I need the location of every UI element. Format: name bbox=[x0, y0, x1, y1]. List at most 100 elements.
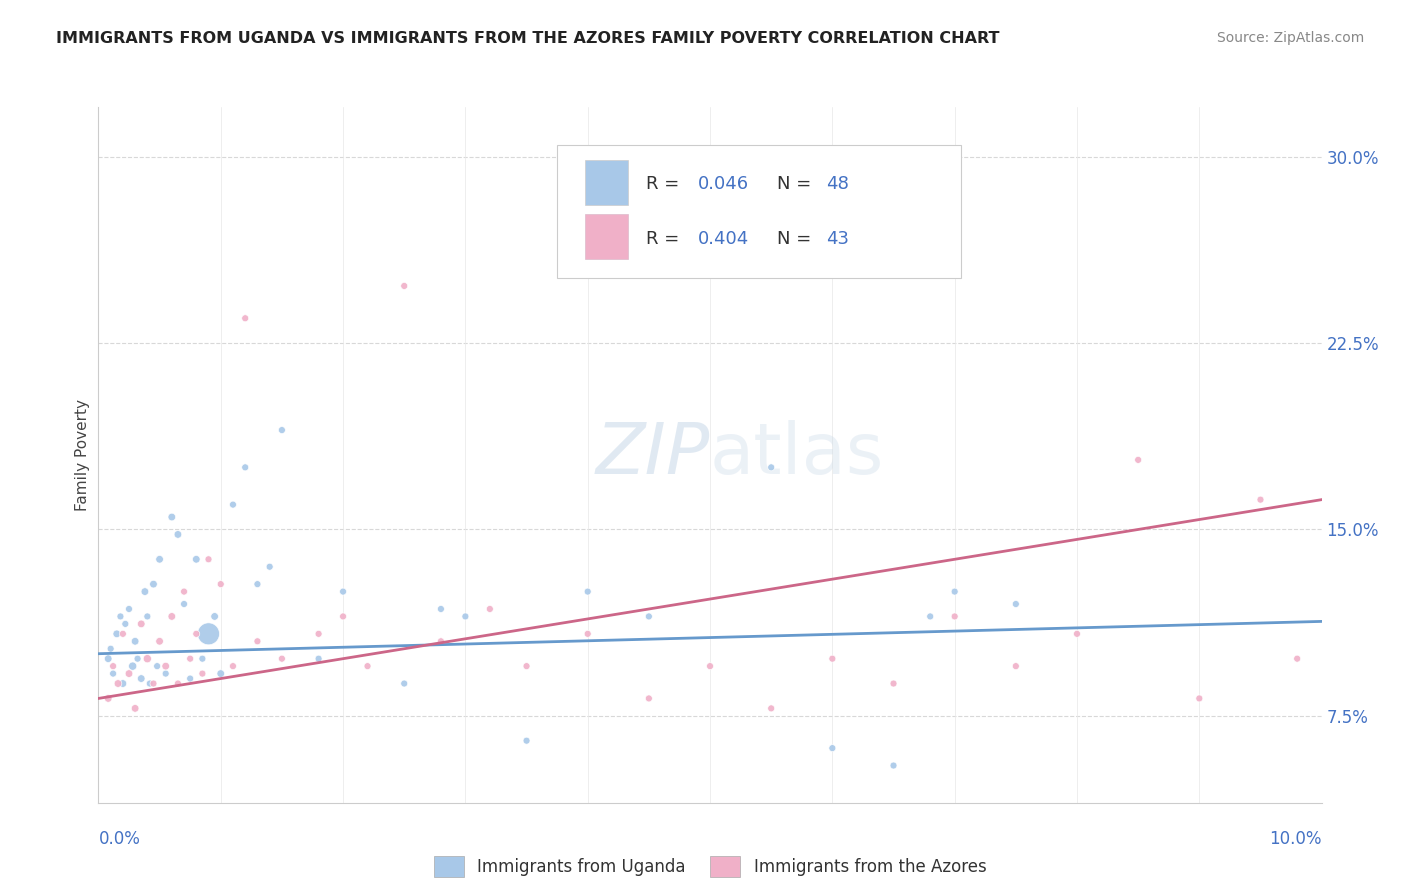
Point bbox=[149, 634, 172, 648]
Point bbox=[139, 676, 162, 690]
Point bbox=[160, 510, 183, 524]
Point bbox=[699, 249, 721, 263]
FancyBboxPatch shape bbox=[557, 145, 960, 277]
Point bbox=[392, 676, 416, 690]
Point bbox=[191, 651, 214, 665]
Point bbox=[454, 609, 477, 624]
Point bbox=[356, 659, 378, 673]
Point bbox=[1004, 597, 1026, 611]
Point bbox=[233, 311, 256, 326]
Point bbox=[124, 701, 146, 715]
Point bbox=[430, 634, 453, 648]
Point bbox=[127, 651, 149, 665]
Point bbox=[270, 423, 292, 437]
Point bbox=[114, 616, 136, 631]
Point bbox=[97, 651, 120, 665]
Point bbox=[821, 741, 844, 756]
Point bbox=[516, 733, 538, 747]
Point bbox=[332, 584, 354, 599]
Point bbox=[883, 676, 905, 690]
Point bbox=[576, 627, 599, 641]
Point bbox=[118, 666, 141, 681]
Point bbox=[222, 659, 245, 673]
Point bbox=[118, 602, 141, 616]
Point bbox=[699, 659, 721, 673]
Point bbox=[100, 641, 122, 656]
Point bbox=[943, 609, 966, 624]
Point bbox=[233, 460, 256, 475]
Point bbox=[759, 460, 782, 475]
Point bbox=[167, 527, 190, 541]
Point bbox=[516, 659, 538, 673]
Point bbox=[920, 609, 942, 624]
Point bbox=[191, 666, 214, 681]
Text: 43: 43 bbox=[827, 230, 849, 248]
Text: R =: R = bbox=[647, 230, 685, 248]
Point bbox=[637, 609, 661, 624]
Point bbox=[197, 552, 219, 566]
Point bbox=[246, 577, 269, 591]
Point bbox=[121, 659, 143, 673]
Bar bbox=[585, 160, 628, 205]
Y-axis label: Family Poverty: Family Poverty bbox=[75, 399, 90, 511]
Point bbox=[110, 609, 132, 624]
Text: 48: 48 bbox=[827, 175, 849, 193]
Point bbox=[155, 659, 177, 673]
Point bbox=[270, 651, 292, 665]
Point bbox=[101, 666, 124, 681]
Point bbox=[1004, 659, 1026, 673]
Point bbox=[1188, 691, 1211, 706]
Point bbox=[134, 584, 156, 599]
Point bbox=[1286, 651, 1309, 665]
Point bbox=[197, 627, 219, 641]
Point bbox=[173, 584, 195, 599]
Point bbox=[155, 666, 177, 681]
Point bbox=[146, 659, 169, 673]
Point bbox=[111, 627, 134, 641]
Point bbox=[943, 584, 966, 599]
Point bbox=[209, 666, 232, 681]
Point bbox=[478, 602, 501, 616]
Text: N =: N = bbox=[778, 230, 817, 248]
Point bbox=[246, 634, 269, 648]
Text: 10.0%: 10.0% bbox=[1270, 830, 1322, 847]
Text: IMMIGRANTS FROM UGANDA VS IMMIGRANTS FROM THE AZORES FAMILY POVERTY CORRELATION : IMMIGRANTS FROM UGANDA VS IMMIGRANTS FRO… bbox=[56, 31, 1000, 46]
Point bbox=[105, 627, 128, 641]
Point bbox=[821, 651, 844, 665]
Point bbox=[392, 279, 416, 293]
Point bbox=[149, 552, 172, 566]
Point bbox=[173, 597, 195, 611]
Text: 0.0%: 0.0% bbox=[98, 830, 141, 847]
Text: 0.046: 0.046 bbox=[697, 175, 749, 193]
Point bbox=[136, 609, 159, 624]
Point bbox=[101, 659, 124, 673]
Bar bbox=[585, 214, 628, 259]
Point bbox=[107, 676, 129, 690]
Text: R =: R = bbox=[647, 175, 685, 193]
Point bbox=[179, 672, 201, 686]
Text: Source: ZipAtlas.com: Source: ZipAtlas.com bbox=[1216, 31, 1364, 45]
Point bbox=[308, 651, 330, 665]
Point bbox=[222, 498, 245, 512]
Point bbox=[759, 701, 782, 715]
Text: atlas: atlas bbox=[710, 420, 884, 490]
Point bbox=[129, 672, 152, 686]
Point bbox=[637, 691, 661, 706]
Point bbox=[209, 577, 232, 591]
Point bbox=[97, 691, 120, 706]
Point bbox=[186, 552, 208, 566]
Point bbox=[332, 609, 354, 624]
Point bbox=[308, 627, 330, 641]
Text: 0.404: 0.404 bbox=[697, 230, 749, 248]
Point bbox=[1128, 453, 1150, 467]
Point bbox=[129, 616, 152, 631]
Point bbox=[1066, 627, 1088, 641]
Point bbox=[124, 634, 146, 648]
Point bbox=[259, 559, 281, 574]
Point bbox=[1249, 492, 1271, 507]
Point bbox=[142, 676, 165, 690]
Point bbox=[136, 651, 159, 665]
Legend: Immigrants from Uganda, Immigrants from the Azores: Immigrants from Uganda, Immigrants from … bbox=[425, 848, 995, 885]
Point bbox=[430, 602, 453, 616]
Point bbox=[576, 584, 599, 599]
